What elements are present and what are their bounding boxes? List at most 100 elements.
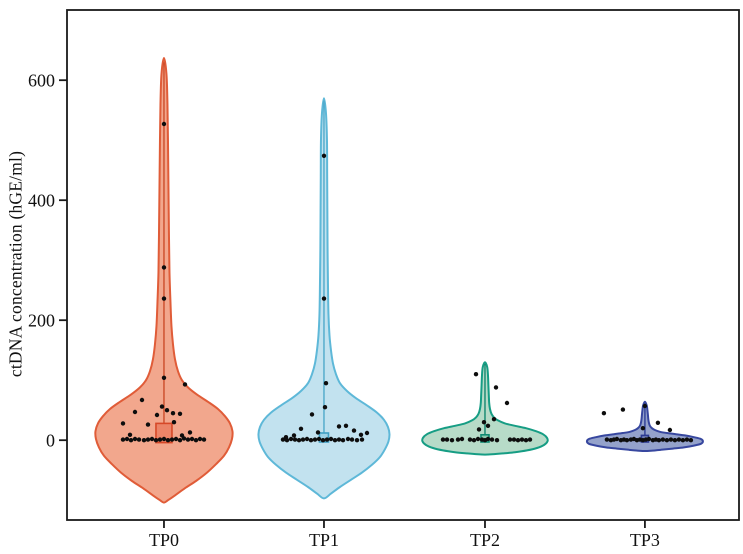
data-point [197, 436, 203, 442]
data-point [667, 427, 673, 433]
data-point [312, 437, 318, 442]
data-point [181, 436, 187, 441]
data-point [320, 438, 326, 443]
data-point [336, 437, 342, 442]
data-point [324, 437, 330, 442]
data-point [185, 437, 191, 442]
data-point [332, 438, 338, 443]
y-tick-label: 600 [28, 71, 55, 91]
data-point [485, 436, 491, 442]
data-point [321, 296, 327, 301]
data-point [328, 436, 334, 442]
data-point [449, 438, 455, 443]
data-point [159, 404, 165, 409]
data-point [354, 438, 360, 443]
data-point [177, 411, 183, 416]
data-point [171, 420, 177, 425]
data-point [359, 437, 365, 442]
data-point [316, 436, 322, 442]
data-point [664, 438, 670, 443]
data-point [161, 436, 167, 442]
data-point [170, 411, 176, 416]
data-point [473, 372, 479, 377]
data-point [680, 438, 686, 443]
data-point [688, 438, 694, 443]
data-point [315, 430, 321, 435]
data-point [343, 423, 349, 428]
data-point [165, 438, 171, 443]
data-point [336, 424, 342, 429]
x-tick-label-TP1: TP1 [309, 530, 339, 550]
data-point [145, 422, 151, 427]
data-point [527, 437, 533, 442]
data-point [308, 438, 314, 443]
data-point [475, 436, 481, 442]
data-point [660, 437, 666, 442]
data-point [154, 412, 160, 418]
data-point [161, 375, 167, 380]
data-point [642, 403, 648, 409]
data-point [624, 438, 630, 443]
data-point [149, 436, 155, 442]
data-point [646, 436, 652, 442]
data-point [523, 438, 529, 443]
data-point [601, 411, 607, 416]
data-point [440, 437, 446, 442]
data-point [193, 438, 199, 443]
data-point [284, 438, 290, 443]
data-point [684, 437, 690, 442]
data-point [169, 437, 175, 442]
data-point [120, 437, 126, 442]
data-point [620, 407, 626, 412]
data-point [187, 430, 193, 435]
data-point [494, 438, 500, 443]
data-point [321, 153, 327, 158]
data-point [672, 438, 678, 443]
data-point [444, 437, 450, 442]
data-point [300, 437, 306, 442]
data-point [519, 437, 525, 442]
data-point [120, 421, 126, 426]
data-point [288, 436, 294, 442]
data-point [604, 437, 610, 442]
data-point [141, 438, 147, 443]
data-point [189, 436, 195, 442]
data-point [173, 436, 179, 442]
x-tick-label-TP0: TP0 [149, 530, 179, 550]
data-point [358, 432, 364, 437]
violin-TP1 [257, 97, 391, 500]
data-point [515, 438, 521, 443]
data-point [485, 423, 491, 428]
data-point [668, 437, 674, 442]
data-point [124, 436, 130, 442]
data-point [161, 121, 167, 127]
data-point [296, 438, 302, 443]
data-point [161, 265, 167, 270]
data-point [182, 382, 188, 387]
data-point [345, 436, 351, 442]
data-point [351, 428, 357, 433]
data-point [177, 438, 183, 443]
data-point [455, 437, 461, 442]
data-point [676, 437, 682, 442]
data-point [164, 408, 170, 413]
data-point [511, 437, 517, 442]
data-point [640, 426, 646, 431]
data-point [489, 437, 495, 442]
data-point [493, 385, 499, 390]
violin-TP0 [94, 57, 234, 504]
data-point [364, 430, 370, 436]
data-point [136, 437, 142, 442]
y-tick-label: 400 [28, 191, 55, 211]
y-tick-label: 200 [28, 311, 55, 331]
data-point [476, 427, 482, 432]
data-point [471, 438, 477, 443]
data-point [153, 438, 159, 443]
data-point [291, 433, 297, 438]
data-point [132, 409, 138, 415]
data-point [145, 437, 151, 442]
data-point [304, 436, 310, 442]
data-point [127, 432, 133, 437]
data-point [201, 437, 207, 442]
